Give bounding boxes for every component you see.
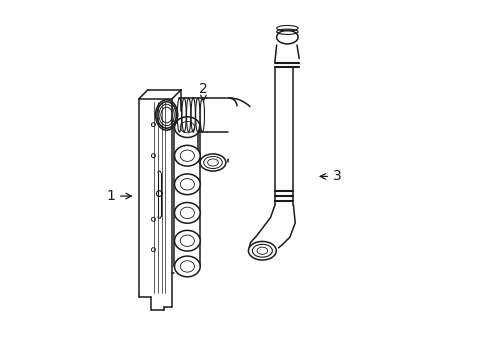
Ellipse shape — [174, 174, 200, 195]
Ellipse shape — [174, 145, 200, 166]
Ellipse shape — [200, 154, 225, 171]
Ellipse shape — [174, 230, 200, 251]
Ellipse shape — [248, 242, 276, 260]
Ellipse shape — [174, 256, 200, 277]
Text: 1: 1 — [106, 189, 131, 203]
Ellipse shape — [174, 203, 200, 223]
Ellipse shape — [174, 117, 200, 138]
Ellipse shape — [276, 30, 298, 44]
Text: 2: 2 — [199, 82, 207, 102]
Text: 3: 3 — [320, 170, 341, 184]
